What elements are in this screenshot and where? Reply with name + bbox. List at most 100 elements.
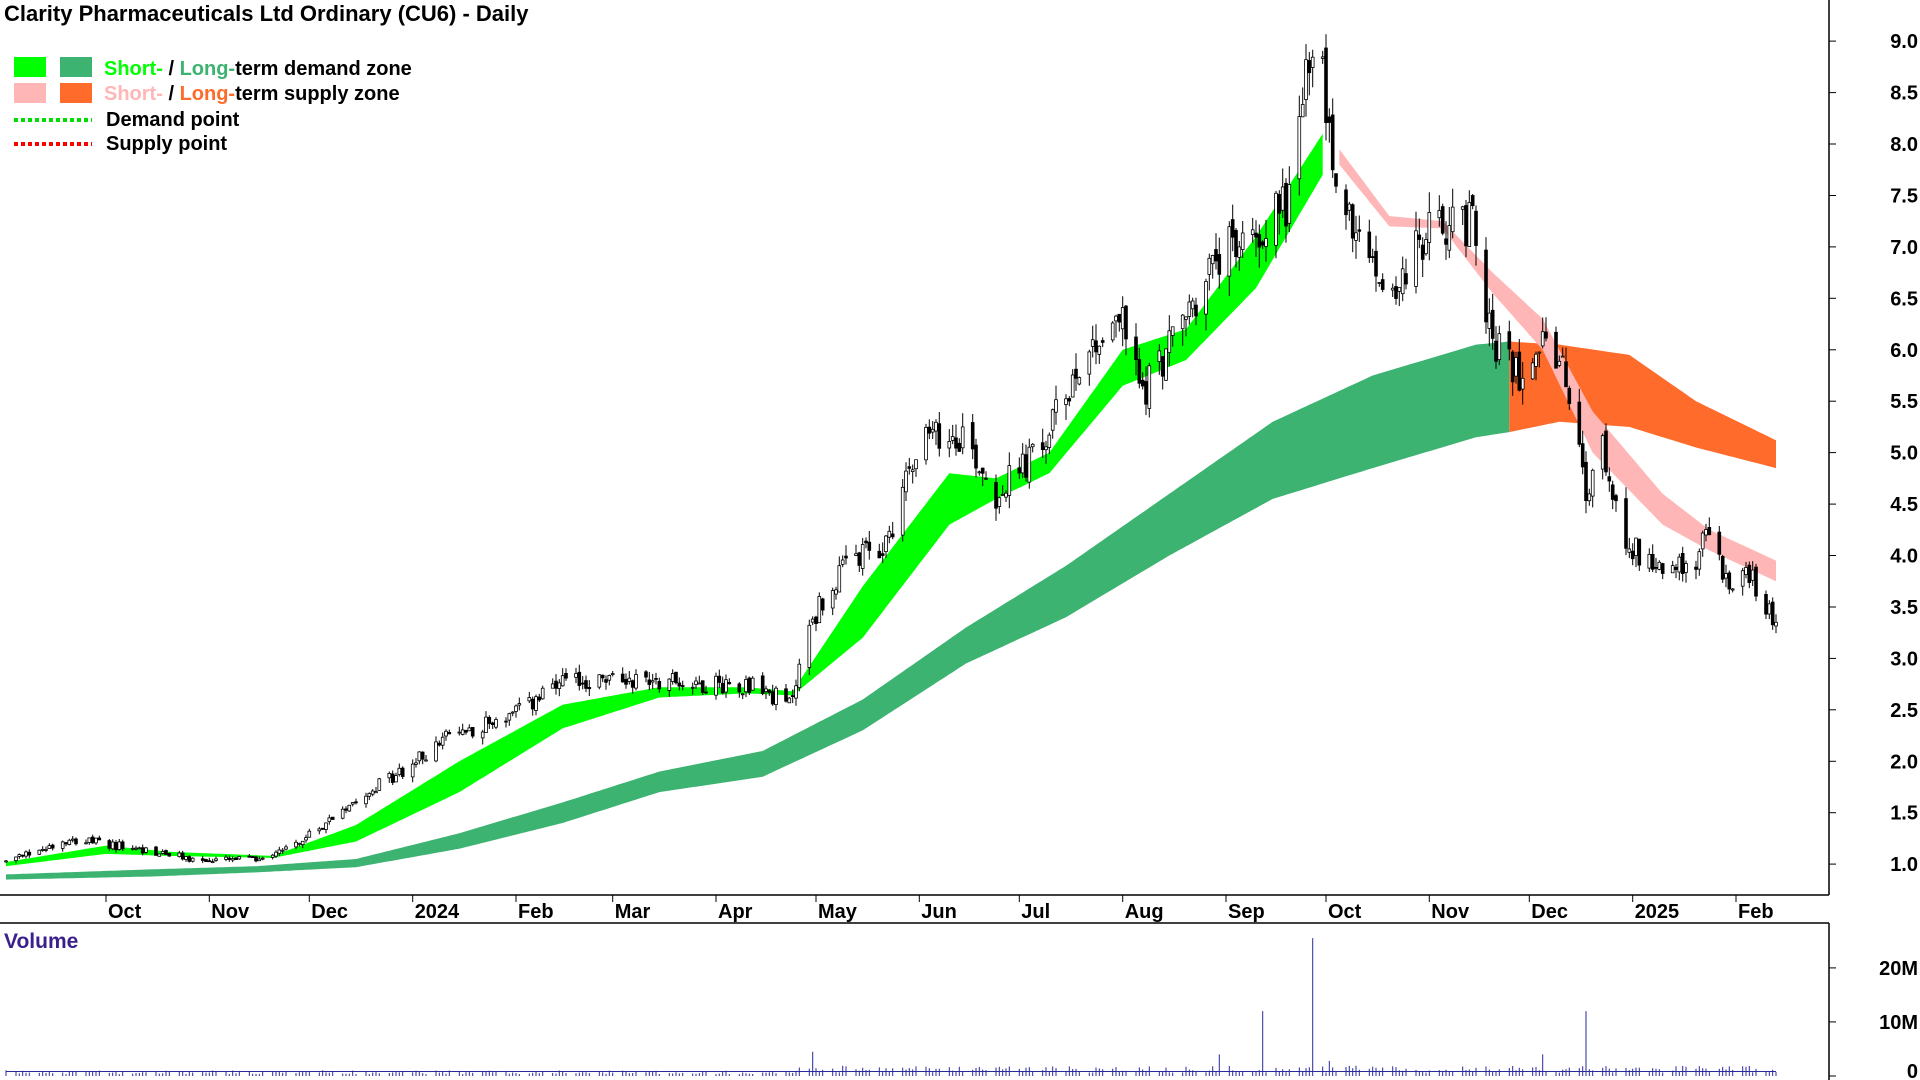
candle (1744, 567, 1748, 575)
candle (110, 841, 115, 850)
candle (1024, 454, 1028, 478)
price-tick-label: 6.0 (1890, 340, 1918, 362)
candle (907, 466, 912, 469)
candle (924, 426, 928, 461)
candle (680, 685, 685, 687)
volume-tick-label: 20M (1879, 958, 1918, 980)
candle (250, 856, 255, 858)
legend-demand-short: Short- (104, 58, 163, 80)
candle (527, 697, 532, 702)
candle (394, 775, 398, 783)
candle (1767, 603, 1772, 615)
candle (1250, 229, 1255, 235)
candle (1287, 184, 1292, 224)
candle (1257, 234, 1262, 248)
candle (1167, 330, 1172, 353)
short-term-demand-zone (6, 133, 1323, 867)
legend-supply-short: Short- (104, 83, 163, 105)
long-term-supply-zone (1509, 341, 1776, 469)
candle (344, 808, 348, 811)
price-tick-label: 6.5 (1890, 288, 1918, 310)
candle (690, 686, 695, 689)
candle (650, 680, 655, 683)
candle (597, 674, 602, 688)
legend: Short- / Long-term demand zone Short- / … (14, 57, 412, 155)
candle (200, 858, 205, 861)
legend-swatch-short-demand (14, 57, 46, 77)
candle (1300, 104, 1305, 118)
candle (1427, 211, 1432, 243)
candle (1170, 326, 1175, 336)
candle (180, 852, 185, 860)
candle (190, 857, 195, 862)
candle (937, 423, 942, 449)
candle (37, 849, 42, 855)
candle (840, 559, 845, 565)
candle (1100, 340, 1105, 343)
candle (204, 859, 208, 862)
candle (890, 533, 895, 538)
legend-demand-rest: term demand zone (235, 58, 412, 80)
candle (1204, 281, 1208, 315)
candle (1697, 551, 1702, 570)
candle (1544, 331, 1548, 339)
candle (1674, 566, 1678, 570)
candle (17, 854, 22, 857)
candle (1207, 257, 1212, 275)
candle (504, 720, 508, 723)
candle (930, 428, 935, 433)
candle (1054, 399, 1058, 413)
candle (1324, 47, 1328, 123)
long-term-demand-zone (6, 341, 1510, 880)
candle (387, 773, 392, 779)
candle (770, 691, 775, 705)
price-tick-label: 1.5 (1890, 803, 1918, 825)
candle (1614, 495, 1618, 502)
candle (1754, 566, 1758, 597)
candle (834, 589, 838, 595)
candle (764, 688, 768, 693)
candle (434, 741, 438, 762)
candle (1210, 254, 1215, 265)
candle (774, 687, 778, 706)
candle (837, 565, 842, 593)
candle (410, 763, 415, 778)
candle (554, 680, 558, 689)
candle (120, 841, 125, 850)
candle (1000, 493, 1005, 496)
candle (1114, 315, 1118, 322)
candle (424, 759, 428, 762)
candle (550, 683, 555, 689)
candle (1534, 353, 1538, 367)
volume-tick-label: 10M (1879, 1012, 1918, 1034)
candle (207, 860, 212, 863)
candle (1320, 56, 1325, 59)
candle (1487, 312, 1492, 329)
x-tick-label: Feb (518, 901, 554, 923)
candle (64, 842, 68, 845)
candle (910, 469, 915, 472)
candle (1657, 561, 1662, 570)
candle (1440, 206, 1445, 234)
candle (1700, 532, 1705, 550)
candle (1110, 322, 1115, 341)
candle (1730, 588, 1735, 591)
candle (1377, 282, 1382, 284)
candle (1607, 476, 1612, 482)
candle (624, 679, 628, 685)
candle (997, 497, 1002, 507)
candle (1694, 566, 1698, 570)
candle (867, 541, 872, 551)
candle (1277, 193, 1282, 214)
candle (1077, 377, 1082, 385)
candle (307, 830, 312, 838)
candle (70, 838, 75, 841)
candle (367, 793, 372, 797)
candle (934, 421, 938, 432)
candle (134, 847, 138, 850)
candle (1307, 60, 1312, 74)
candle (24, 851, 28, 857)
candle (230, 858, 235, 861)
candle (697, 682, 702, 685)
legend-supply-rest: term supply zone (235, 83, 399, 105)
